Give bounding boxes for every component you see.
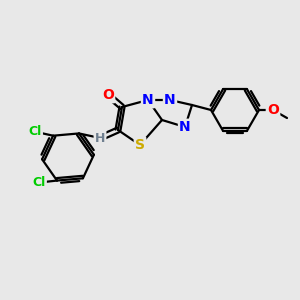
Text: N: N (164, 93, 176, 107)
Text: H: H (95, 131, 105, 145)
Text: O: O (267, 103, 279, 117)
Text: Cl: Cl (32, 176, 46, 189)
Text: Cl: Cl (28, 125, 42, 138)
Text: N: N (179, 120, 191, 134)
Text: O: O (102, 88, 114, 102)
Text: N: N (142, 93, 154, 107)
Text: S: S (135, 138, 145, 152)
